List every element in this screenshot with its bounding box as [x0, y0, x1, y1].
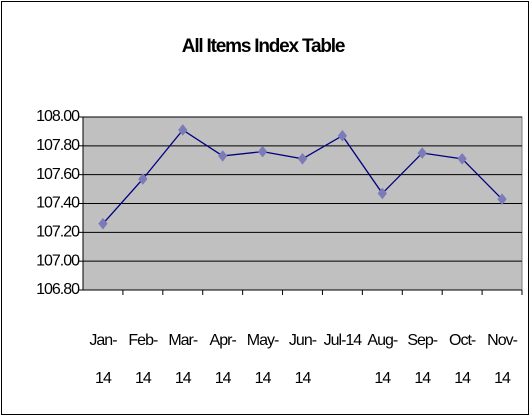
x-tick-label-box: Jun-14	[288, 332, 317, 387]
y-tick-label: 107.80	[36, 137, 80, 154]
marker	[138, 173, 148, 185]
x-tick-label-box: Mar-14	[168, 332, 198, 387]
marker	[178, 124, 188, 136]
y-tick-label: 108.00	[36, 108, 80, 125]
y-tick-label: 107.40	[36, 195, 80, 212]
x-tick-label-box: Jan-14	[89, 332, 117, 387]
x-tick-label-box: Oct-14	[449, 332, 476, 387]
x-tick-label: Jan-14	[89, 332, 117, 387]
chart-title: All Items Index Table	[182, 36, 345, 57]
x-tick-label: Nov-14	[487, 332, 518, 387]
marker	[377, 187, 387, 200]
y-tick-label: 107.20	[36, 224, 80, 241]
x-tick-label: Mar-14	[168, 332, 198, 387]
x-tick-label: May-14	[246, 332, 280, 387]
x-tick-label-box: May-14	[246, 332, 280, 387]
x-tick-label-box: Sep-14	[407, 332, 438, 387]
x-tick-label-box: Apr-14	[209, 332, 237, 387]
marker	[417, 147, 427, 159]
x-tick-label-box: Feb-14	[128, 332, 158, 387]
y-tick-label: 107.60	[36, 166, 80, 183]
marker	[98, 217, 108, 230]
x-tick-label: Aug-14	[367, 332, 398, 387]
x-tick-label-box: Nov-14	[487, 332, 518, 387]
y-tick-label: 106.80	[36, 281, 80, 298]
x-tick-label: Sep-14	[407, 332, 438, 387]
x-tick-label-box: Aug-14	[367, 332, 398, 387]
marker	[337, 129, 348, 142]
marker	[297, 153, 308, 165]
x-tick-label: Apr-14	[209, 332, 237, 387]
x-tick-label: Jul-14	[323, 332, 363, 349]
x-tick-label: Feb-14	[128, 332, 158, 387]
marker	[257, 145, 268, 158]
marker	[218, 150, 228, 162]
x-tick-label: Jun-14	[288, 332, 317, 387]
marker	[457, 153, 467, 165]
x-tick-label-box: Jul-14	[323, 332, 363, 349]
y-tick-label: 107.00	[36, 252, 80, 269]
marker	[497, 193, 507, 205]
x-tick-label: Oct-14	[449, 332, 476, 387]
